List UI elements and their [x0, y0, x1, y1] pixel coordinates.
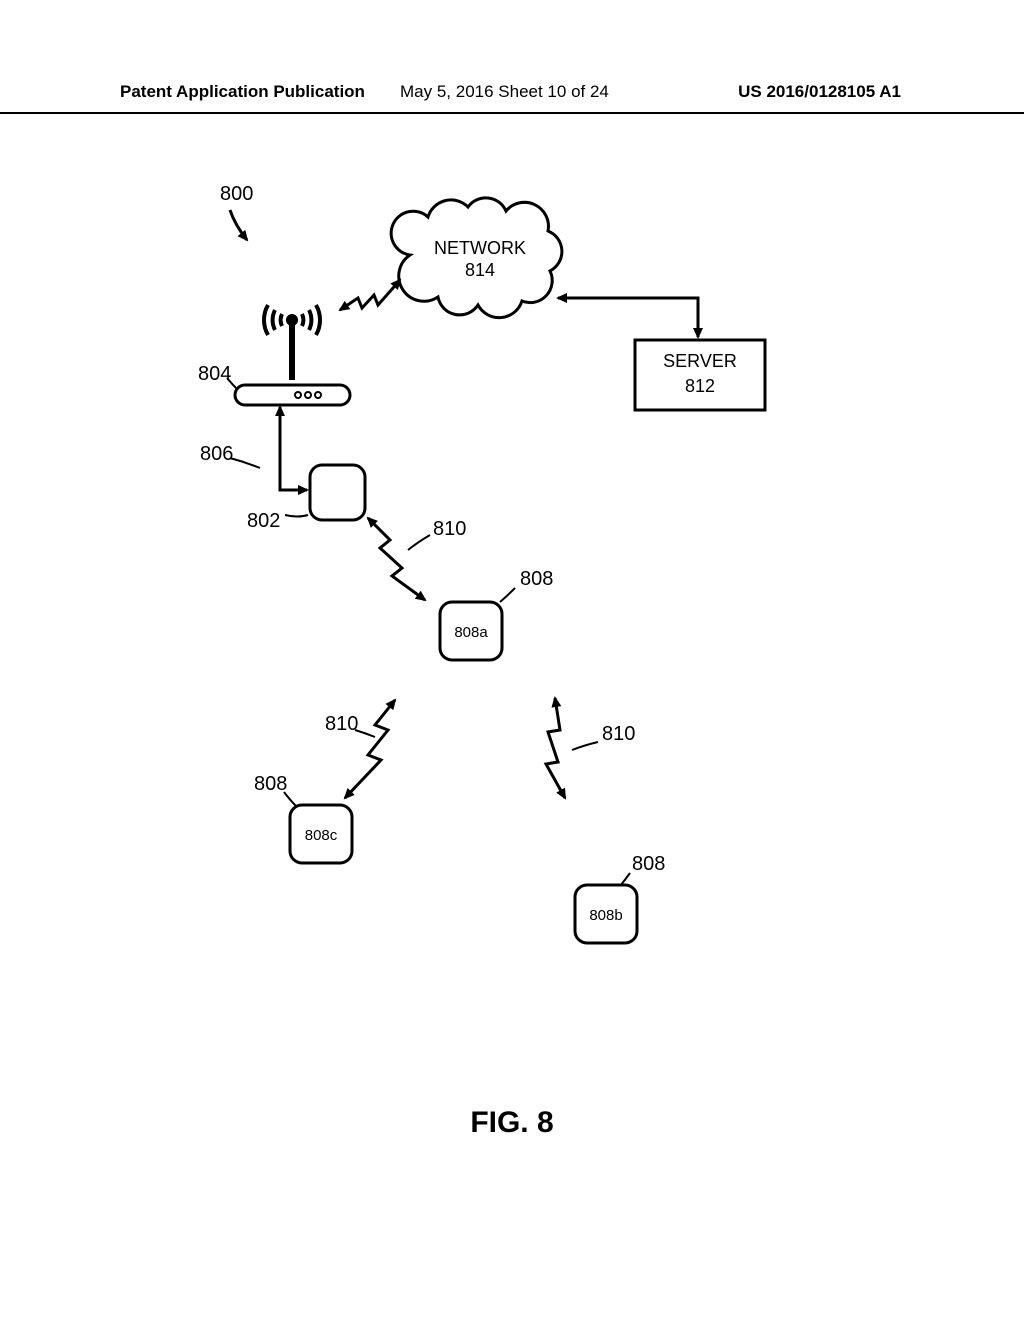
ref-800: 800	[220, 183, 253, 205]
device-808b-label: 808b	[589, 907, 622, 924]
figure-8-diagram: NETWORK 814 SERVER 812	[140, 170, 900, 1070]
header-publication: Patent Application Publication	[120, 82, 365, 102]
figure-title: FIG. 8	[0, 1106, 1024, 1140]
ref-810c: 810	[602, 723, 635, 745]
leader-800	[230, 210, 247, 240]
wifi-router	[235, 305, 350, 405]
device-808c-label: 808c	[305, 827, 338, 844]
server-box: SERVER 812	[635, 340, 765, 410]
ref-808a: 808	[520, 568, 553, 590]
device-808a: 808a	[440, 602, 502, 660]
arrow-cloud-server	[558, 298, 698, 337]
device-808c: 808c	[290, 805, 352, 863]
cloud-label-bottom: 814	[465, 260, 495, 280]
server-label-top: SERVER	[663, 351, 737, 371]
cloud-label-top: NETWORK	[434, 238, 526, 258]
patent-page: Patent Application Publication May 5, 20…	[0, 0, 1024, 1320]
ref-806: 806	[200, 443, 233, 465]
ref-808b: 808	[632, 853, 665, 875]
controller-802	[310, 465, 365, 520]
ref-808c: 808	[254, 773, 287, 795]
leader-810c	[572, 742, 598, 750]
header-sheet: May 5, 2016 Sheet 10 of 24	[400, 82, 609, 102]
leader-802	[285, 515, 308, 517]
network-cloud: NETWORK 814	[391, 198, 562, 318]
arrow-router-cloud	[340, 280, 400, 310]
leader-806	[230, 458, 260, 468]
device-808b: 808b	[575, 885, 637, 943]
ref-802: 802	[247, 510, 280, 532]
leader-808a	[500, 588, 515, 602]
wired-link-806	[280, 407, 307, 490]
header-docnum: US 2016/0128105 A1	[738, 82, 901, 102]
arrow-810-a	[368, 518, 425, 600]
server-label-bottom: 812	[685, 376, 715, 396]
ref-804: 804	[198, 363, 231, 385]
page-header: Patent Application Publication May 5, 20…	[0, 82, 1024, 114]
leader-810a	[408, 535, 430, 550]
ref-810a: 810	[433, 518, 466, 540]
ref-810b: 810	[325, 713, 358, 735]
arrow-810-b	[546, 698, 565, 798]
device-808a-label: 808a	[454, 624, 488, 641]
